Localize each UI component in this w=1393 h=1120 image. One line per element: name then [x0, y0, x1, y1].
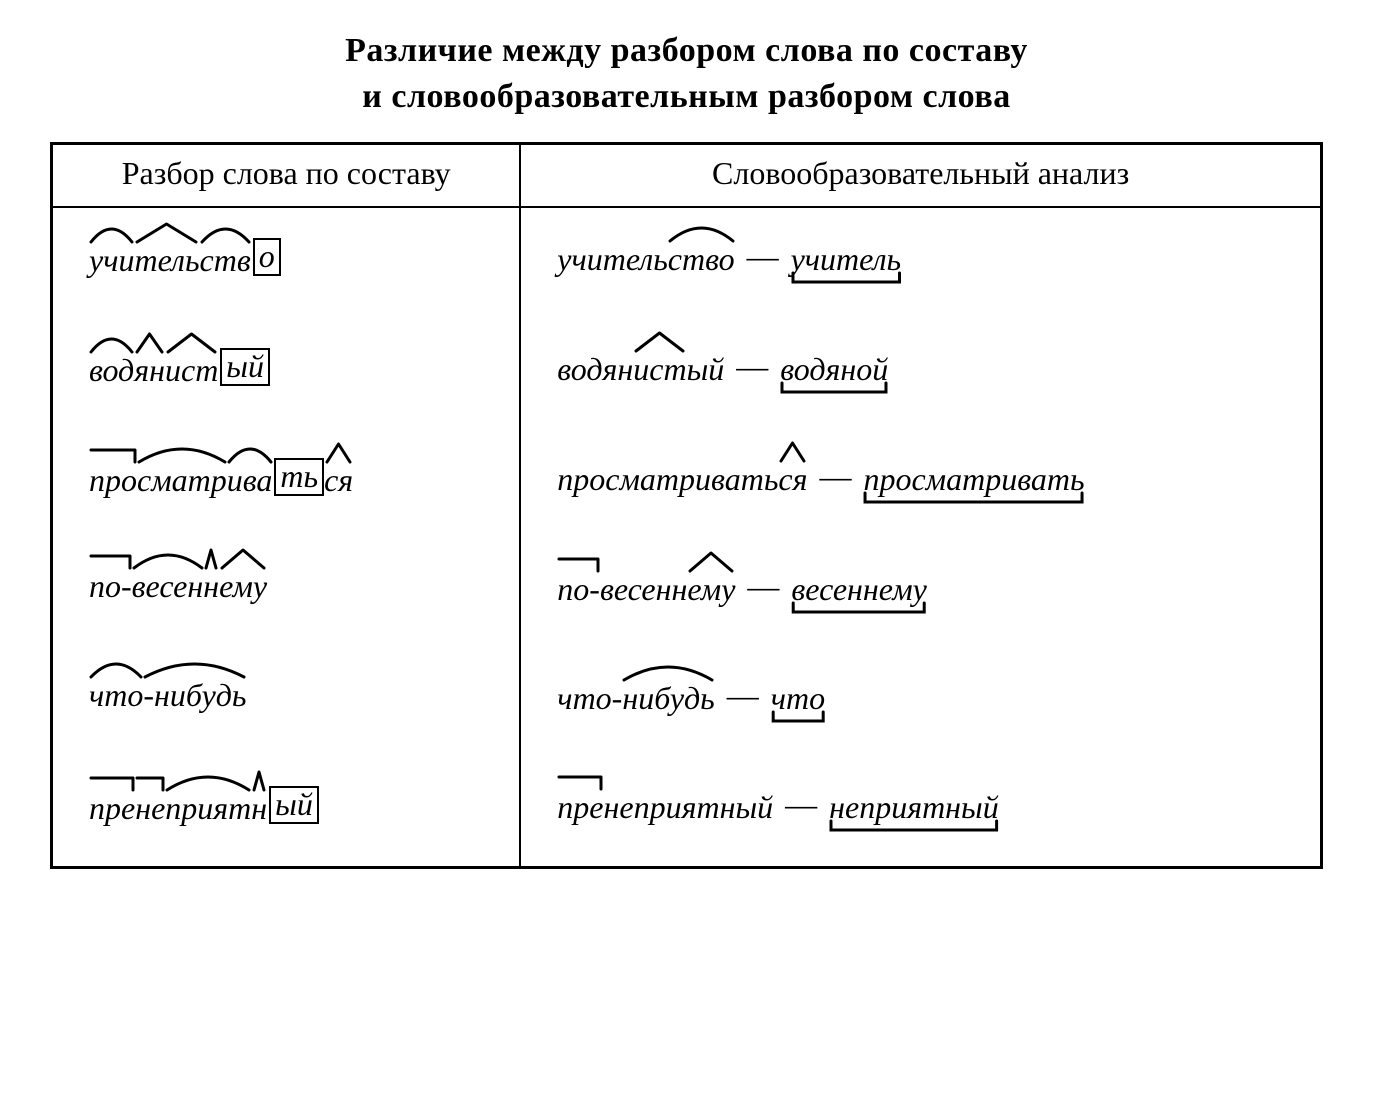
- morpheme: ему: [687, 573, 735, 605]
- morpheme: ист: [165, 354, 218, 386]
- morpheme: пре: [557, 791, 603, 823]
- title-line-1: Различие между разбором слова по составу: [345, 32, 1028, 69]
- table-row: что-нибудьчто-нибудь—что: [52, 647, 1322, 756]
- morpheme: ся: [324, 464, 353, 496]
- title-line-2: и словообразовательным разбором слова: [362, 78, 1010, 115]
- right-cell: пренеприятный—неприятный: [520, 756, 1321, 868]
- derivation: просматриваться—просматривать: [557, 458, 1292, 495]
- table-row: просматриватьсяпросматриваться—просматри…: [52, 428, 1322, 538]
- left-cell: просматриваться: [52, 428, 521, 538]
- table-row: пренеприятныйпренеприятный—неприятный: [52, 756, 1322, 868]
- dash: —: [715, 677, 771, 714]
- morpheme: нибудь: [622, 682, 714, 714]
- table-row: по-весеннемупо-весеннему—весеннему: [52, 538, 1322, 647]
- right-cell: просматриваться—просматривать: [520, 428, 1321, 538]
- parsed-word: водянистый: [89, 348, 491, 386]
- base-word: весеннему: [791, 573, 926, 605]
- parsed-word: учительство: [89, 238, 491, 276]
- morpheme: что-: [557, 682, 622, 714]
- morpheme: сматр: [137, 464, 227, 496]
- morpheme: по-: [557, 573, 600, 605]
- morpheme: ива: [227, 464, 273, 496]
- right-cell: учительство—учитель: [520, 207, 1321, 318]
- morpheme: ян: [134, 354, 165, 386]
- left-cell: учительство: [52, 207, 521, 318]
- base-word: учитель: [791, 243, 902, 275]
- base-word: водяной: [780, 353, 888, 385]
- parsed-word: просматриваться: [89, 458, 491, 496]
- comparison-table: Разбор слова по составу Словообразовател…: [50, 142, 1323, 869]
- derivation: что-нибудь—что: [557, 677, 1292, 714]
- right-cell: по-весеннему—весеннему: [520, 538, 1321, 647]
- morpheme: про: [89, 464, 137, 496]
- page-title: Различие между разбором слова по составу…: [50, 28, 1323, 120]
- right-cell: что-нибудь—что: [520, 647, 1321, 756]
- right-cell: водянистый—водяной: [520, 318, 1321, 428]
- dash: —: [807, 458, 863, 495]
- dash: —: [724, 348, 780, 385]
- left-cell: по-весеннему: [52, 538, 521, 647]
- morpheme: водян: [557, 353, 633, 385]
- morpheme: вод: [89, 354, 134, 386]
- derivation: пренеприятный—неприятный: [557, 786, 1292, 823]
- parsed-word: по-весеннему: [89, 570, 491, 602]
- morpheme: н: [251, 792, 267, 824]
- left-cell: пренеприятный: [52, 756, 521, 868]
- morpheme: весенн: [600, 573, 687, 605]
- morpheme: по-: [89, 570, 132, 602]
- morpheme: неприятный: [604, 791, 774, 823]
- morpheme: ый: [687, 353, 725, 385]
- col-header-left: Разбор слова по составу: [52, 143, 521, 207]
- table-row: учительствоучительство—учитель: [52, 207, 1322, 318]
- morpheme: ств: [200, 244, 251, 276]
- morpheme: учитель: [557, 243, 668, 275]
- morpheme: ый: [269, 786, 319, 824]
- derivation: водянистый—водяной: [557, 348, 1292, 385]
- morpheme: учи: [89, 244, 134, 276]
- left-cell: водянистый: [52, 318, 521, 428]
- table-row: водянистыйводянистый—водяной: [52, 318, 1322, 428]
- dash: —: [773, 786, 829, 823]
- morpheme: н: [203, 570, 219, 602]
- base-word: что: [771, 682, 825, 714]
- left-cell: что-нибудь: [52, 647, 521, 756]
- morpheme: что: [89, 679, 143, 711]
- col-header-right: Словообразовательный анализ: [520, 143, 1321, 207]
- morpheme: -нибудь: [143, 679, 246, 711]
- morpheme: ся: [778, 463, 807, 495]
- morpheme: весен: [132, 570, 204, 602]
- morpheme: тель: [134, 244, 199, 276]
- parsed-word: что-нибудь: [89, 679, 491, 711]
- parsed-word: пренеприятный: [89, 786, 491, 824]
- dash: —: [735, 568, 791, 605]
- morpheme: ть: [274, 458, 324, 496]
- morpheme: не: [135, 792, 165, 824]
- morpheme: просматривать: [557, 463, 778, 495]
- morpheme: ист: [633, 353, 686, 385]
- base-word: просматривать: [863, 463, 1084, 495]
- base-word: неприятный: [829, 791, 999, 823]
- morpheme: ему: [219, 570, 267, 602]
- derivation: по-весеннему—весеннему: [557, 568, 1292, 605]
- morpheme: ый: [220, 348, 270, 386]
- morpheme: прият: [165, 792, 251, 824]
- morpheme: о: [253, 238, 281, 276]
- dash: —: [735, 238, 791, 275]
- derivation: учительство—учитель: [557, 238, 1292, 275]
- morpheme: пре: [89, 792, 135, 824]
- morpheme: ство: [668, 243, 735, 275]
